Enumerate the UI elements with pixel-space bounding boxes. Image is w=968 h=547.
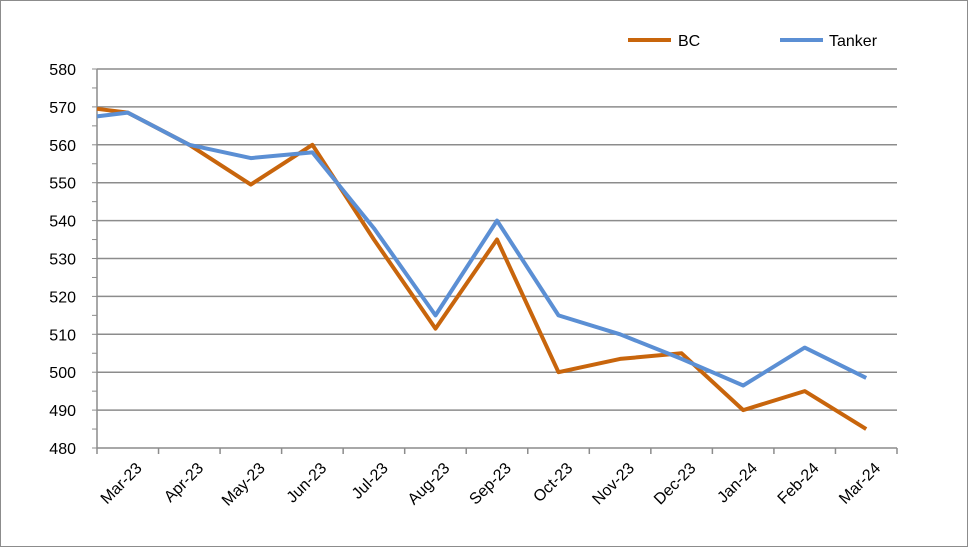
y-tick-label: 540 [49,214,76,231]
x-tick-label: Mar-24 [836,460,884,508]
x-tick-label: Jun-23 [284,460,331,507]
gridlines [97,68,897,411]
y-tick-label: 500 [49,365,76,382]
axes [92,68,898,454]
legend: BC Tanker [628,33,878,50]
x-tick-label: Oct-23 [530,460,576,506]
x-tick-label: Mar-23 [98,460,146,508]
x-tick-label: Sep-23 [466,460,515,509]
x-tick-label: Feb-24 [775,460,823,508]
y-tick-label: 530 [49,252,76,269]
y-tick-label: 570 [49,100,76,117]
series-line-bc [96,106,868,431]
y-tick-label: 490 [49,403,76,420]
series-line-tanker [96,110,868,388]
y-tick-label: 510 [49,327,76,344]
x-tick-label: Aug-23 [405,460,454,509]
y-tick-label: 550 [49,176,76,193]
x-tick-label: Jul-23 [349,460,392,503]
x-tick-label: Jan-24 [714,460,761,507]
x-tick-label: Nov-23 [589,460,638,509]
legend-label-tanker: Tanker [829,33,878,50]
legend-label-bc: BC [678,33,700,50]
y-tick-label: 520 [49,289,76,306]
y-tick-label: 580 [49,62,76,79]
y-tick-labels: 480 490 500 510 520 530 540 550 560 570 580 [49,62,76,458]
x-tick-label: Dec-23 [651,460,700,509]
x-tick-label: Apr-23 [161,460,207,506]
x-tick-labels: Mar-23 Apr-23 May-23 Jun-23 Jul-23 Aug-23 Sep-… [98,460,884,510]
y-tick-label: 560 [49,138,76,155]
y-tick-label: 480 [49,441,76,458]
series-lines [96,106,868,431]
x-tick-label: May-23 [219,460,269,510]
